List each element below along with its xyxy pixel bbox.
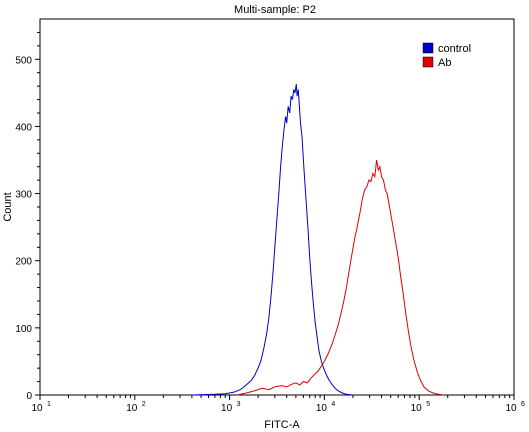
x-tick-exponent: 3: [237, 401, 241, 408]
x-tick-exponent: 4: [331, 401, 335, 408]
legend-label-ab: Ab: [438, 57, 451, 69]
chart-title: Multi-sample: P2: [234, 4, 316, 16]
y-tick-label: 200: [15, 257, 32, 268]
series-line-control: [191, 84, 353, 396]
y-tick-label: 300: [15, 190, 32, 201]
x-axis: 10 1 10 2 10 3 10 4 10 5 10 6: [31, 395, 525, 414]
x-tick-exponent: 5: [426, 401, 430, 408]
y-tick-label: 100: [15, 324, 32, 335]
x-tick-label: 10: [126, 403, 138, 414]
y-axis-label: Count: [2, 192, 14, 221]
y-tick-label: 0: [26, 391, 32, 402]
x-tick-exponent: 1: [47, 401, 51, 408]
x-tick-label: 10: [505, 403, 517, 414]
plot-area: [39, 18, 515, 396]
x-tick-label: 10: [221, 403, 233, 414]
x-tick-label: 10: [31, 403, 43, 414]
x-tick-label: 10: [411, 403, 423, 414]
series-line-ab: [236, 159, 444, 396]
legend-swatch-ab: [422, 56, 434, 68]
legend-label-control: control: [438, 43, 471, 55]
series-layer: [191, 84, 444, 396]
x-axis-label: FITC-A: [264, 419, 300, 431]
legend: control Ab: [422, 42, 471, 69]
x-tick-label: 10: [316, 403, 328, 414]
legend-swatch-control: [422, 42, 434, 54]
y-axis: 0 100 200 300 400 500: [15, 31, 40, 402]
x-tick-exponent: 6: [521, 401, 525, 408]
y-tick-label: 400: [15, 122, 32, 133]
x-tick-exponent: 2: [142, 401, 146, 408]
y-tick-label: 500: [15, 55, 32, 66]
